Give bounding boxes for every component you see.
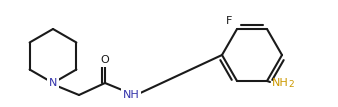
Text: 2: 2 [288, 80, 294, 89]
Text: NH: NH [123, 90, 139, 100]
Text: N: N [49, 78, 57, 88]
Text: NH: NH [272, 78, 289, 88]
Text: O: O [101, 55, 110, 65]
Text: F: F [226, 16, 232, 26]
